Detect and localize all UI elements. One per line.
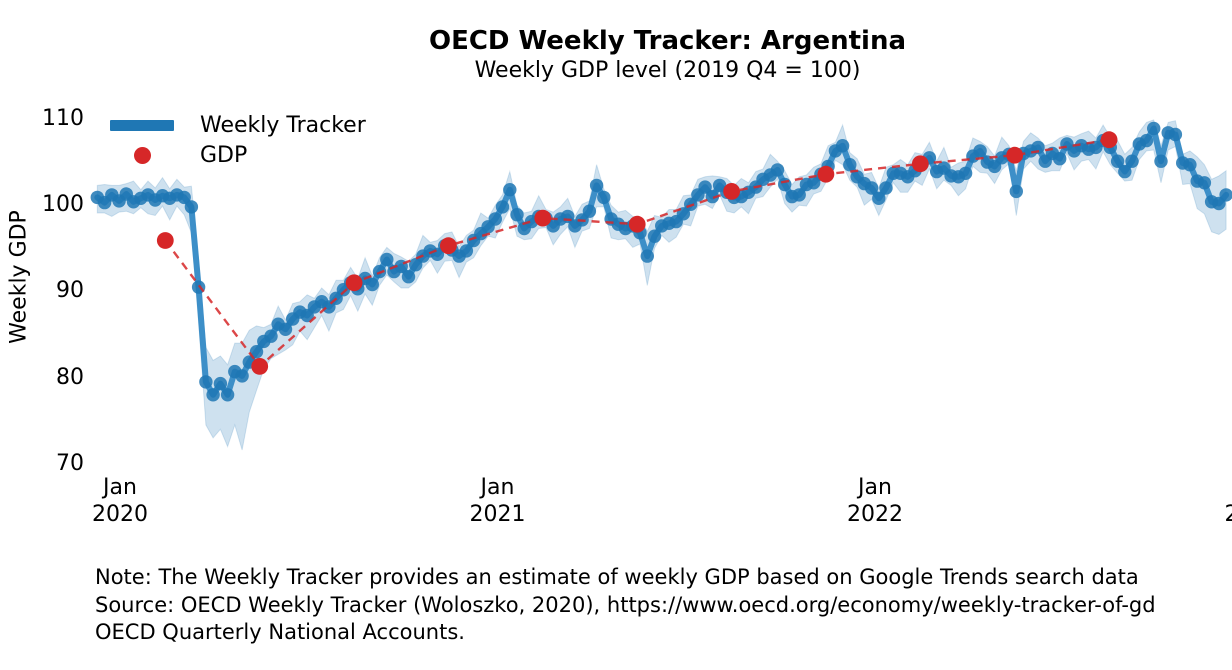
gdp-point: [1006, 146, 1024, 164]
x-tick-label: Jan 2021: [438, 474, 558, 528]
weekly-tracker-marker: [510, 208, 524, 222]
x-tick-month: Jan: [858, 475, 892, 500]
weekly-tracker-marker: [864, 181, 879, 195]
x-tick-label: Jan 2020: [60, 474, 180, 528]
weekly-tracker-marker: [206, 388, 220, 402]
weekly-tracker-marker: [235, 369, 249, 383]
weekly-tracker-marker: [220, 388, 235, 402]
y-axis-label: Weekly GDP: [6, 210, 32, 344]
x-tick-label: Jan2023: [1193, 474, 1232, 528]
x-tick-month: Jan: [1193, 474, 1232, 501]
y-tick-label: 110: [42, 106, 84, 131]
weekly-tracker-marker: [1125, 154, 1139, 168]
weekly-tracker-marker: [249, 345, 264, 359]
weekly-tracker-marker: [1154, 154, 1168, 168]
x-tick-month: Jan: [103, 475, 137, 500]
weekly-tracker-marker: [213, 376, 228, 391]
gdp-point: [911, 155, 929, 173]
weekly-tracker-marker: [488, 212, 502, 226]
gdp-point: [723, 183, 740, 200]
weekly-tracker-marker: [640, 249, 654, 263]
legend-item-weekly-tracker: Weekly Tracker: [110, 110, 366, 140]
weekly-tracker-marker: [199, 375, 213, 389]
weekly-tracker-marker: [1139, 133, 1154, 148]
chart-legend: Weekly Tracker GDP: [110, 110, 366, 170]
weekly-tracker-marker: [459, 244, 474, 258]
gdp-point: [251, 358, 269, 375]
y-tick-label: 100: [42, 192, 84, 218]
weekly-tracker-marker: [597, 190, 611, 205]
note-line-1: Note: The Weekly Tracker provides an est…: [95, 565, 1139, 589]
weekly-tracker-marker: [495, 200, 510, 214]
weekly-tracker-marker: [872, 191, 886, 205]
legend-item-gdp: GDP: [110, 140, 366, 170]
weekly-tracker-marker: [582, 204, 597, 218]
weekly-tracker-marker: [879, 181, 893, 195]
weekly-tracker-marker: [365, 277, 379, 292]
x-tick-label: Jan 2022: [815, 474, 935, 528]
weekly-tracker-marker: [264, 329, 278, 343]
weekly-tracker-marker: [647, 229, 662, 243]
y-tick-label: 90: [56, 278, 84, 304]
weekly-tracker-marker: [1009, 184, 1023, 199]
weekly-tracker-marker: [835, 139, 850, 153]
chart-title: OECD Weekly Tracker: Argentina: [428, 26, 907, 56]
weekly-tracker-marker: [705, 189, 720, 204]
gdp-point: [156, 232, 174, 249]
gdp-point: [1100, 131, 1118, 149]
weekly-tracker-marker: [1197, 176, 1212, 190]
weekly-tracker-marker: [770, 163, 785, 177]
gdp-dot-swatch-icon: [133, 146, 151, 164]
weekly-tracker-marker: [958, 166, 973, 180]
weekly-tracker-marker: [589, 178, 604, 193]
weekly-tracker-marker: [503, 183, 517, 197]
weekly-tracker-marker: [973, 144, 987, 158]
note-line-3: OECD Quarterly National Accounts.: [95, 620, 465, 644]
x-tick-year: 2022: [847, 502, 903, 527]
chart-plot-area: [90, 119, 1232, 451]
weekly-tracker-marker: [1219, 188, 1232, 202]
weekly-tracker-marker: [1183, 158, 1197, 172]
x-tick-year: 2021: [469, 502, 526, 527]
y-tick-label: 70: [56, 450, 84, 476]
weekly-tracker-line-swatch-icon: [110, 119, 174, 131]
gdp-point: [817, 165, 835, 183]
weekly-tracker-marker: [184, 200, 199, 214]
legend-label-gdp: GDP: [200, 142, 248, 168]
note-line-2: Source: OECD Weekly Tracker (Woloszko, 2…: [95, 592, 1156, 617]
footnote-block: Note: The Weekly Tracker provides an est…: [95, 564, 1156, 647]
weekly-tracker-marker: [177, 190, 191, 205]
weekly-tracker-marker: [1053, 152, 1067, 166]
weekly-tracker-marker: [792, 188, 806, 202]
gdp-point: [345, 274, 363, 292]
weekly-tracker-marker: [1110, 154, 1125, 168]
weekly-tracker-marker: [1168, 127, 1183, 142]
weekly-tracker-marker: [843, 158, 857, 172]
gdp-point: [628, 215, 646, 233]
gdp-point: [534, 209, 552, 227]
x-tick-year: 2023: [1224, 502, 1232, 527]
x-tick-month: Jan: [480, 475, 515, 500]
weekly-tracker-marker: [698, 180, 712, 194]
weekly-tracker-marker: [380, 252, 394, 267]
weekly-tracker-marker: [778, 177, 792, 192]
legend-label-weekly-tracker: Weekly Tracker: [200, 112, 366, 138]
weekly-tracker-marker: [1118, 164, 1132, 179]
weekly-tracker-marker: [278, 322, 293, 336]
x-tick-year: 2020: [92, 502, 148, 527]
y-tick-label: 80: [56, 364, 84, 390]
weekly-tracker-marker: [1147, 121, 1161, 136]
gdp-point: [440, 237, 457, 255]
weekly-tracker-marker: [401, 270, 416, 284]
chart-subtitle: Weekly GDP level (2019 Q4 = 100): [474, 58, 861, 83]
